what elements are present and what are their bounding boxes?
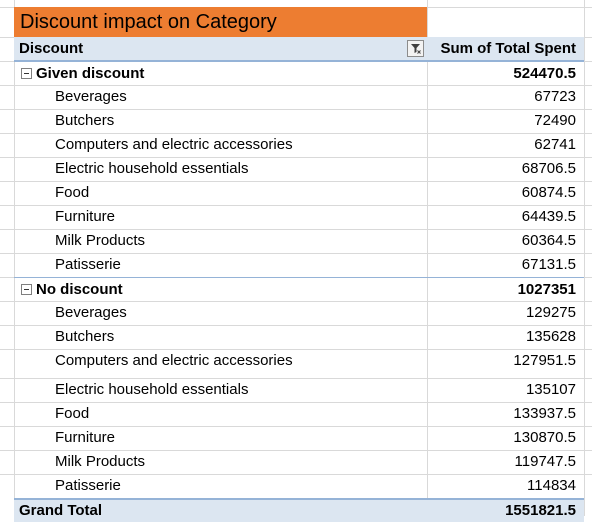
category-value: 64439.5 (521, 208, 576, 225)
row-gridline (0, 402, 592, 403)
category-label: Patisserie (55, 256, 121, 273)
category-value: 135107 (525, 381, 576, 398)
row-gridline (0, 109, 592, 110)
row-gridline (0, 133, 592, 134)
group-label: Given discount (36, 65, 145, 82)
row-gridline (0, 157, 592, 158)
category-value: 133937.5 (513, 405, 576, 422)
category-value: 67723 (534, 88, 576, 105)
category-row: Patisserie 67131.5 (14, 253, 584, 277)
category-value: 60874.5 (521, 184, 576, 201)
category-label: Food (55, 405, 90, 422)
category-label: Beverages (55, 304, 127, 321)
category-value: 72490 (534, 112, 576, 129)
grand-total-value: 1551821.5 (505, 502, 576, 519)
collapse-icon[interactable] (21, 68, 32, 79)
category-row: Milk Products 60364.5 (14, 229, 584, 253)
row-gridline (0, 301, 592, 302)
category-label: Butchers (55, 112, 115, 129)
group-total-value: 1027351 (517, 281, 576, 298)
category-label: Milk Products (55, 232, 146, 249)
category-row: Food 60874.5 (14, 181, 584, 205)
category-value: 127951.5 (513, 352, 576, 369)
category-label: Computers and electric accessories (55, 352, 293, 369)
category-row: Furniture 130870.5 (14, 426, 584, 450)
category-value: 130870.5 (513, 429, 576, 446)
category-label: Electric household essentials (55, 381, 249, 398)
category-label: Milk Products (55, 453, 146, 470)
row-gridline (0, 181, 592, 182)
row-gridline (0, 253, 592, 254)
column-gridline (427, 0, 428, 516)
row-gridline (0, 349, 592, 350)
category-label: Electric household essentials (55, 160, 249, 177)
group-total-value: 524470.5 (513, 65, 576, 82)
category-label: Butchers (55, 328, 115, 345)
row-gridline (0, 229, 592, 230)
category-label: Food (55, 184, 90, 201)
category-row: Beverages 129275 (14, 301, 584, 325)
category-row: Butchers 135628 (14, 325, 584, 349)
category-label: Furniture (55, 208, 116, 225)
category-value: 119747.5 (514, 453, 576, 470)
category-row: Electric household essentials 135107 (14, 378, 584, 402)
grand-total-row: Grand Total 1551821.5 (14, 498, 584, 522)
row-gridline (0, 378, 592, 379)
row-field-header[interactable]: Discount (19, 40, 84, 57)
row-gridline (0, 205, 592, 206)
row-gridline (0, 85, 592, 86)
pivot-header-row: Discount Sum of Total Spent (14, 37, 584, 61)
group-row: Given discount 524470.5 (14, 61, 584, 85)
collapse-icon[interactable] (21, 284, 32, 295)
filter-dropdown-icon[interactable] (407, 40, 424, 57)
grand-total-label: Grand Total (19, 502, 103, 519)
category-label: Computers and electric accessories (55, 136, 293, 153)
category-row: Computers and electric accessories 127951… (14, 349, 584, 373)
category-label: Beverages (55, 88, 127, 105)
row-gridline (0, 450, 592, 451)
category-row: Butchers 72490 (14, 109, 584, 133)
row-gridline (0, 325, 592, 326)
category-value: 62741 (534, 136, 576, 153)
category-row: Beverages 67723 (14, 85, 584, 109)
group-row: No discount 1027351 (14, 277, 584, 301)
category-value: 68706.5 (521, 160, 576, 177)
category-row: Patisserie 114834 (14, 474, 584, 498)
category-row: Furniture 64439.5 (14, 205, 584, 229)
category-row: Electric household essentials 68706.5 (14, 157, 584, 181)
group-label: No discount (36, 281, 123, 298)
category-value: 129275 (525, 304, 576, 321)
category-value: 135628 (525, 328, 576, 345)
column-gridline (584, 0, 585, 516)
category-row: Milk Products 119747.5 (14, 450, 584, 474)
value-field-header[interactable]: Sum of Total Spent (440, 40, 576, 57)
category-value: 67131.5 (521, 256, 576, 273)
category-value: 114834 (527, 477, 576, 494)
column-gridline (14, 0, 15, 516)
pivot-title: Discount impact on Category (14, 7, 427, 37)
category-label: Furniture (55, 429, 116, 446)
row-gridline (0, 426, 592, 427)
category-row: Computers and electric accessories 62741 (14, 133, 584, 157)
row-gridline (0, 474, 592, 475)
category-label: Patisserie (55, 477, 121, 494)
category-value: 60364.5 (521, 232, 576, 249)
category-row: Food 133937.5 (14, 402, 584, 426)
